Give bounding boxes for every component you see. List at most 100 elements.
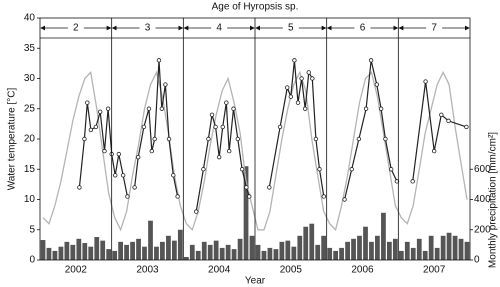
chart-title: Age of Hyropsis sp.: [212, 2, 299, 13]
point: [77, 185, 82, 190]
point: [378, 106, 384, 111]
bar: [160, 241, 165, 260]
bar: [118, 241, 124, 260]
x-tick-label: 2007: [423, 265, 446, 276]
bar: [82, 243, 88, 260]
point: [125, 194, 130, 199]
point: [226, 148, 232, 154]
point: [201, 167, 206, 172]
bar: [410, 247, 416, 260]
bar: [237, 238, 243, 260]
y2-axis-title: Monthly precipitation [mm/cm²]: [488, 132, 499, 268]
bar: [112, 250, 118, 260]
bar: [225, 244, 231, 260]
bar: [148, 220, 153, 260]
point: [313, 136, 319, 142]
bar: [64, 241, 70, 260]
point: [85, 100, 90, 105]
point: [235, 136, 240, 142]
point: [410, 179, 415, 184]
point: [93, 124, 99, 130]
bar: [458, 238, 464, 260]
point: [102, 148, 107, 154]
point: [171, 173, 176, 178]
point: [239, 167, 245, 172]
bar: [428, 235, 434, 260]
bar: [70, 244, 76, 260]
bar: [422, 250, 428, 260]
bar: [386, 241, 392, 260]
bar: [339, 247, 344, 260]
point: [363, 106, 369, 111]
x-tick-label: 2003: [136, 265, 159, 276]
age-label: 5: [288, 23, 294, 34]
point: [97, 109, 103, 114]
x-tick-label: 2004: [208, 265, 231, 276]
bar: [434, 247, 440, 260]
bar: [171, 240, 177, 260]
point: [206, 136, 211, 142]
y2-tick-label: 400: [474, 194, 491, 205]
bar: [416, 238, 422, 260]
y-tick-label: 15: [24, 164, 36, 175]
bar: [345, 241, 350, 260]
bar: [88, 246, 94, 260]
bar: [189, 244, 195, 260]
point: [166, 136, 172, 142]
point: [135, 154, 141, 160]
bar: [58, 246, 64, 260]
bar: [351, 238, 356, 260]
y2-tick-label: 0: [474, 255, 480, 266]
bar: [357, 235, 362, 260]
bar: [207, 244, 213, 260]
bar: [273, 249, 279, 260]
point: [159, 106, 165, 111]
point: [368, 58, 374, 63]
point: [356, 136, 362, 142]
bar: [142, 246, 147, 260]
bar: [136, 238, 141, 260]
bar: [369, 241, 374, 260]
point: [317, 167, 322, 172]
bar: [154, 246, 159, 260]
point: [247, 194, 252, 199]
bar: [381, 212, 386, 260]
point: [213, 124, 218, 130]
point: [295, 100, 301, 105]
bar: [231, 249, 237, 260]
y-tick-label: 5: [29, 224, 35, 235]
y-tick-label: 25: [24, 103, 36, 114]
bar: [201, 241, 207, 260]
bar: [249, 235, 255, 260]
point: [194, 209, 199, 214]
y-tick-label: 40: [24, 13, 36, 24]
bar: [315, 244, 321, 260]
point: [374, 82, 380, 87]
bar: [291, 246, 297, 260]
bar: [213, 240, 219, 260]
bar: [94, 237, 100, 260]
x-tick-label: 2002: [65, 265, 88, 276]
point: [224, 100, 229, 105]
point: [267, 185, 272, 190]
point: [285, 85, 290, 90]
point: [156, 58, 162, 63]
age-label: 3: [145, 23, 151, 34]
point: [383, 136, 388, 142]
x-tick-label: 2006: [351, 265, 374, 276]
bar: [285, 240, 291, 260]
bar: [321, 235, 327, 260]
y-tick-label: 30: [24, 73, 36, 84]
y2-tick-label: 600: [474, 164, 491, 175]
bar: [76, 238, 82, 260]
bar: [124, 244, 129, 260]
x-axis-title: Year: [245, 276, 266, 287]
bar: [106, 249, 112, 260]
bar: [440, 235, 446, 260]
bar: [327, 247, 333, 260]
bar: [261, 250, 267, 260]
bar: [267, 247, 273, 260]
bar: [464, 241, 470, 260]
point: [231, 106, 236, 111]
bar: [446, 232, 452, 260]
